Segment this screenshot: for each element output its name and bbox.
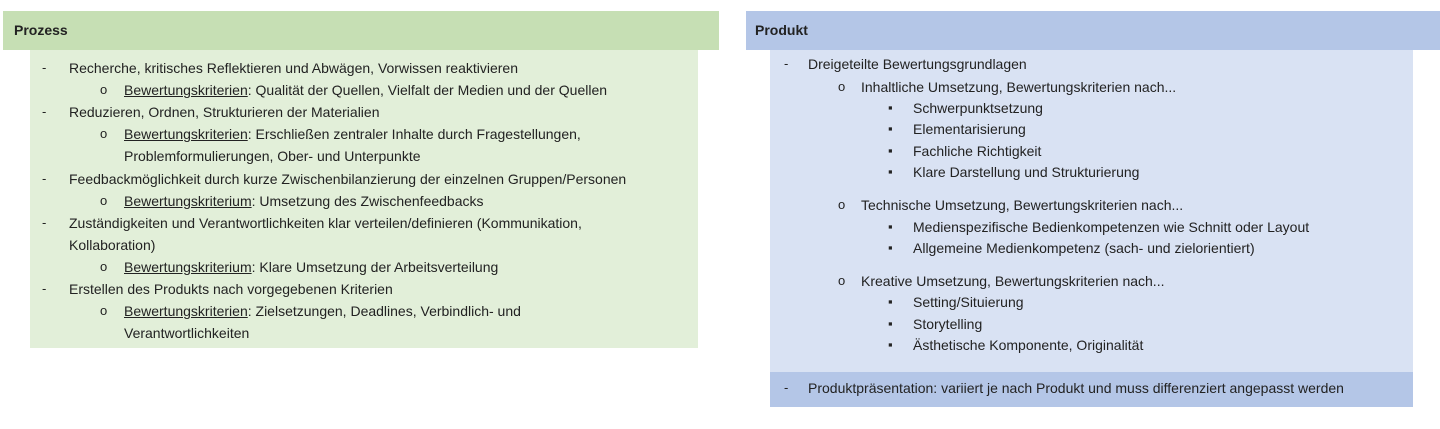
criteria-label: Bewertungskriterium [124,192,252,209]
list-item: Fachliche Richtigkeit [913,143,1042,159]
list-item: Setting/Situierung [913,294,1024,310]
circle-bullet: o [838,197,846,212]
list-item: Bewertungskriterien: Erschließen zentral… [124,124,581,144]
dash-bullet: - [42,170,47,186]
produkt-title: Produkt [755,22,808,38]
square-bullet: ▪ [888,316,893,331]
list-item: Bewertungskriterium: Klare Umsetzung der… [124,257,498,277]
item-text: Verantwortlichkeiten [124,325,250,342]
item-text: Reduzieren, Ordnen, Strukturieren der Ma… [69,104,380,121]
produkt-header: Produkt [746,11,1440,50]
criteria-label: Bewertungskriterium [124,258,252,275]
list-item: Klare Darstellung und Strukturierung [913,164,1140,180]
list-item: Storytelling [913,316,983,332]
item-text: Zuständigkeiten und Verantwortlichkeiten… [69,214,582,231]
circle-bullet: o [838,79,846,94]
item-text: : Erschließen zentraler Inhalte durch Fr… [247,126,581,143]
list-item: Medienspezifische Bedienkompetenzen wie … [913,219,1310,235]
criteria-label: Bewertungskriterien [124,303,248,320]
list-item: Elementarisierung [913,121,1026,137]
list-item: Dreigeteilte Bewertungsgrundlagen [808,56,1027,72]
list-item: Technische Umsetzung, Bewertungskriterie… [861,197,1184,213]
list-item: Recherche, kritisches Reflektieren und A… [69,58,518,78]
item-text: Kollaboration) [69,236,156,253]
list-item: Kreative Umsetzung, Bewertungskriterien … [861,273,1165,289]
square-bullet: ▪ [888,164,893,179]
list-item: Problemformulierungen, Ober- und Unterpu… [124,146,421,166]
circle-bullet: o [100,126,108,142]
prozess-header: Prozess [3,11,719,50]
list-item: Zuständigkeiten und Verantwortlichkeiten… [69,213,582,233]
square-bullet: ▪ [888,337,893,352]
dash-bullet: - [42,60,47,75]
item-text: Feedbackmöglichkeit durch kurze Zwischen… [69,170,627,187]
dash-bullet: - [42,214,47,230]
criteria-label: Bewertungskriterien [124,126,248,143]
item-text: : Zielsetzungen, Deadlines, Verbindlich-… [247,303,521,320]
dash-bullet: - [784,56,789,71]
list-item: Verantwortlichkeiten [124,323,249,343]
criteria-label: Bewertungskriterien [124,82,248,99]
circle-bullet: o [100,192,108,208]
list-item: Reduzieren, Ordnen, Strukturieren der Ma… [69,102,380,122]
item-text: Recherche, kritisches Reflektieren und A… [69,60,519,76]
item-text: : Umsetzung des Zwischenfeedbacks [251,192,484,209]
item-text: : Qualität der Quellen, Vielfalt der Med… [247,82,608,99]
item-text: : Klare Umsetzung der Arbeitsverteilung [251,258,499,275]
circle-bullet: o [100,303,108,319]
item-text: Problemformulierungen, Ober- und Unterpu… [124,148,421,165]
item-text: Erstellen des Produkts nach vorgegebenen… [69,281,393,297]
square-bullet: ▪ [888,121,893,136]
list-item: Bewertungskriterien: Zielsetzungen, Dead… [124,301,521,321]
list-item: Ästhetische Komponente, Originalität [913,337,1144,353]
circle-bullet: o [838,273,846,288]
produkt-presentation-row: - Produktpräsentation: variiert je nach … [770,372,1413,407]
square-bullet: ▪ [888,294,893,309]
produkt-list: - Dreigeteilte Bewertungsgrundlagen o Inhal… [770,50,1413,372]
prozess-title: Prozess [14,22,68,38]
list-item: Bewertungskriterien: Qualität der Quelle… [124,80,607,100]
square-bullet: ▪ [888,240,893,255]
dash-bullet: - [42,281,47,296]
circle-bullet: o [100,82,108,98]
square-bullet: ▪ [888,219,893,234]
circle-bullet: o [100,258,108,274]
list-item: Kollaboration) [69,235,155,255]
prozess-list: - Recherche, kritisches Reflektieren und … [30,50,698,348]
dash-bullet: - [42,104,47,120]
list-item: Erstellen des Produkts nach vorgegebenen… [69,279,393,299]
presentation-text: Produktpräsentation: variiert je nach Pr… [808,380,1344,396]
list-item: Schwerpunktsetzung [913,100,1043,116]
dash-bullet: - [784,380,789,395]
square-bullet: ▪ [888,100,893,115]
list-item: Allgemeine Medienkompetenz (sach- und zi… [913,240,1255,256]
list-item: Bewertungskriterium: Umsetzung des Zwisc… [124,191,484,211]
list-item: Feedbackmöglichkeit durch kurze Zwischen… [69,169,626,189]
square-bullet: ▪ [888,143,893,158]
list-item: Inhaltliche Umsetzung, Bewertungskriteri… [861,79,1177,95]
